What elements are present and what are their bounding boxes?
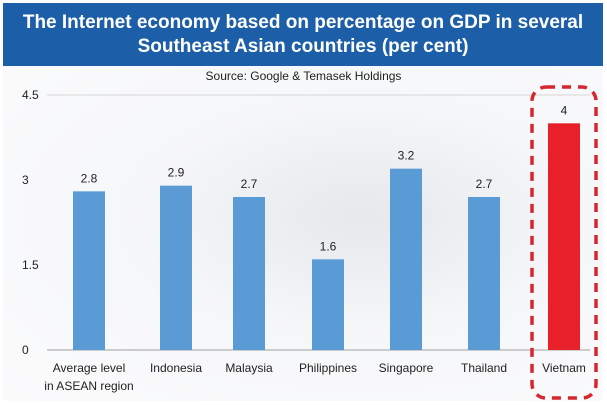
chart-subtitle: Source: Google & Temasek Holdings xyxy=(205,69,402,83)
data-label: 3.2 xyxy=(398,149,415,163)
bar xyxy=(160,185,192,350)
chart-title-line-1: The Internet economy based on percentage… xyxy=(22,12,584,33)
x-tick-label: Philippines xyxy=(299,361,357,375)
bar xyxy=(468,197,500,350)
x-tick-label: Thailand xyxy=(461,361,507,375)
data-label: 2.8 xyxy=(81,171,98,185)
x-tick-label: Indonesia xyxy=(150,361,202,375)
y-tick-label: 1.5 xyxy=(22,258,39,272)
bar xyxy=(73,191,105,350)
bar xyxy=(312,259,344,350)
data-label: 1.6 xyxy=(320,239,337,253)
y-tick-label: 4.5 xyxy=(22,88,39,102)
data-label: 2.7 xyxy=(476,177,493,191)
y-tick-label: 0 xyxy=(22,343,29,357)
data-label: 4 xyxy=(561,103,568,117)
x-tick-label: Average level xyxy=(53,361,126,375)
y-tick-label: 3 xyxy=(22,173,29,187)
data-label: 2.9 xyxy=(168,166,185,180)
data-label: 2.7 xyxy=(241,177,258,191)
x-tick-label: Malaysia xyxy=(225,361,273,375)
x-tick-label: in ASEAN region xyxy=(44,379,133,393)
x-tick-label: Singapore xyxy=(379,361,434,375)
highlight-box xyxy=(530,85,598,400)
bar xyxy=(233,197,265,350)
bar xyxy=(548,123,580,350)
chart-title-line-2: Southeast Asian countries (per cent) xyxy=(137,36,469,57)
chart-title: The Internet economy based on percentage… xyxy=(3,3,603,66)
x-tick-label: Vietnam xyxy=(542,361,586,375)
bar xyxy=(390,168,422,350)
